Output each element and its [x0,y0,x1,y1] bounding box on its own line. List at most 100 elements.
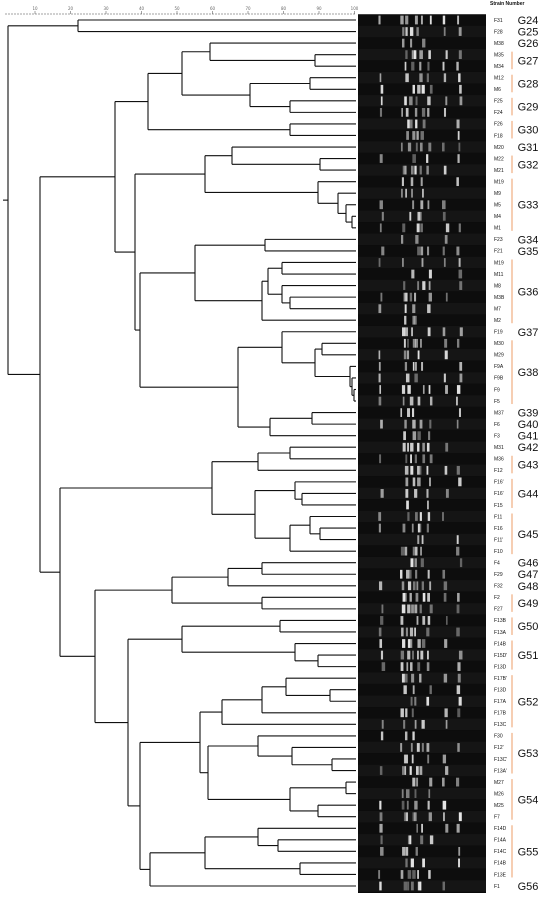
gel-lane [358,129,486,142]
gel-lane [358,799,486,811]
strain-label: F12' [494,745,504,751]
strain-label: M34 [494,64,504,70]
strain-label: F13D [494,664,507,670]
gel-lane [358,233,486,246]
strain-label: F11 [494,514,502,520]
gel-lane [358,395,486,407]
gel-lane [358,568,486,581]
group-label: G46 [518,558,539,570]
strain-label: F13A [494,630,507,636]
strain-label: M38 [494,41,504,47]
group-label: G53 [518,748,539,760]
group-label: G41 [518,431,539,443]
gel-lane [358,152,486,165]
gel-lane [358,707,486,719]
strain-label: F28 [494,29,503,35]
gel-lane [358,649,486,661]
strain-label: M31 [494,445,504,451]
gel-lane [358,695,486,708]
group-label: G29 [518,102,539,114]
similarity-scale: 10 20 30 40 50 60 70 80 90 100 [5,6,359,15]
gel-lane [358,210,486,223]
group-label: G47 [518,569,539,581]
gel-lane [358,810,486,823]
strain-label: F9 [494,387,500,393]
gel-lane [358,522,486,534]
gel-lane [358,880,486,892]
strain-label: M9 [494,191,501,197]
gel-lane [358,845,486,858]
group-label: G30 [518,125,539,137]
strain-label: M21 [494,168,504,174]
group-label: G43 [518,460,539,472]
strain-label: F19 [494,330,503,336]
group-label: G35 [518,246,539,258]
gel-lane [358,337,486,350]
strain-label: F9B [494,376,504,382]
gel-lane [358,499,486,511]
group-label: G25 [518,27,539,39]
scale-tick-label: 30 [103,6,109,11]
group-label: G31 [518,142,539,154]
gel-lane [358,510,486,523]
strain-label: F17B' [494,676,507,682]
gel-lane [358,718,486,731]
gel-lane [358,672,486,684]
group-label: G38 [518,367,539,379]
gel-lane [358,591,486,604]
gel-lane [358,776,486,788]
strain-label: M5 [494,203,501,209]
strain-number-header: Strain Number [490,1,525,7]
strain-label: M35 [494,52,504,58]
strain-label: F23 [494,237,503,243]
strain-label: M27 [494,780,504,786]
gel-lane [358,556,486,569]
scale-tick-label: 100 [351,6,359,11]
group-label: G24 [518,15,539,27]
group-label: G26 [518,38,539,50]
group-label: G50 [518,621,539,633]
group-label: G56 [518,881,539,893]
group-label: G49 [518,598,539,610]
gel-lane [358,37,486,49]
strain-label: M11 [494,272,504,278]
strain-label: F1 [494,884,500,890]
strain-label: F11' [494,537,503,543]
strain-label: F13E [494,872,507,878]
strain-label: F13C [494,722,507,728]
gel-lane [358,464,486,477]
strain-label: F12 [494,468,503,474]
group-label: G45 [518,529,539,541]
strain-label: F2 [494,595,500,601]
gel-lane [358,487,486,500]
strain-label: F29 [494,572,503,578]
gel-lane [358,25,486,38]
strain-label: F13B [494,618,507,624]
strain-label: M20 [494,145,504,151]
scale-tick-label: 10 [32,6,38,11]
gel-lane [358,279,486,292]
group-label: G54 [518,794,539,806]
strain-label: M19 [494,179,504,185]
strain-label: M25 [494,803,504,809]
gel-lane [358,222,486,234]
gel-lane [358,95,486,107]
gel-lane [358,429,486,442]
gel-lane [358,268,486,280]
group-label: G28 [518,79,539,91]
gel-lane [358,60,486,72]
scale-tick-label: 60 [210,6,216,11]
scale-tick-label: 40 [139,6,145,11]
gel-lane [358,660,486,673]
gel-lane [358,626,486,638]
gel-lane [358,406,486,419]
gel-lane [358,476,486,488]
gel-lane [358,106,486,119]
gel-lane [358,325,486,338]
gel-lane [358,372,486,384]
gel-lane [358,118,486,130]
strain-label: M19 [494,260,504,266]
strain-label: M7 [494,306,501,312]
